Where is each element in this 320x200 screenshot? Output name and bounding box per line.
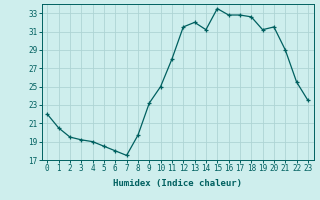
- X-axis label: Humidex (Indice chaleur): Humidex (Indice chaleur): [113, 179, 242, 188]
